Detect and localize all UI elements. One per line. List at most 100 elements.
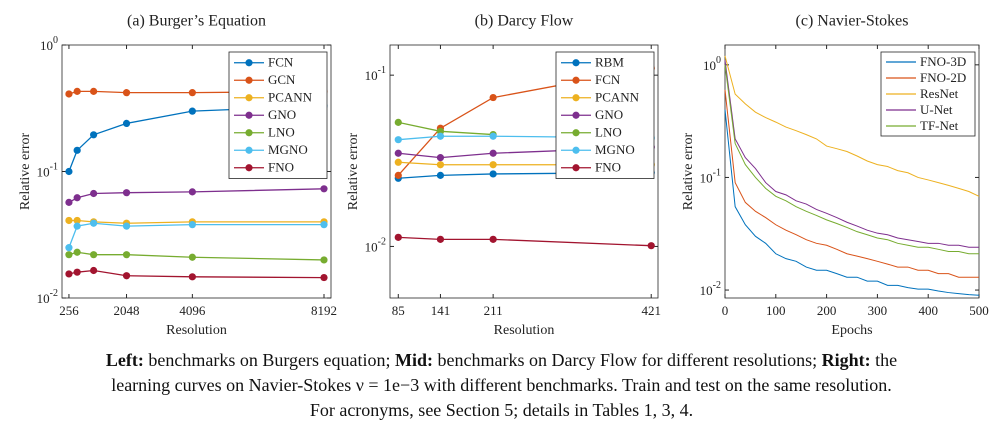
legend-label: LNO [595, 125, 622, 140]
marker [394, 118, 402, 126]
marker [73, 248, 81, 256]
marker [188, 221, 196, 229]
legend-marker [245, 76, 253, 84]
marker [394, 233, 402, 241]
x-tick-label: 4096 [179, 303, 206, 318]
marker [73, 146, 81, 154]
legend-label: FNO [268, 160, 294, 175]
caption-text: benchmarks on Darcy Flow for different r… [433, 350, 822, 370]
marker [394, 149, 402, 157]
marker [188, 188, 196, 196]
marker [436, 161, 445, 169]
marker [436, 154, 445, 162]
series-line [724, 55, 980, 197]
marker [90, 189, 98, 198]
caption-text: Mid: [395, 350, 434, 370]
marker [320, 256, 328, 264]
marker [90, 219, 98, 227]
legend-marker [245, 59, 253, 67]
figure: (a) Burger’s Equation Resolution Relative … [18, 13, 989, 339]
caption-line: For acronyms, see Section 5; details in … [0, 398, 1003, 423]
legend-label: GNO [268, 107, 296, 122]
marker [320, 185, 328, 193]
marker [489, 132, 497, 140]
x-tick-label: 421 [641, 303, 661, 318]
legend-marker [245, 164, 253, 172]
y-tick-label: 100 [703, 55, 721, 73]
marker [188, 89, 196, 97]
legend-label: ResNet [920, 86, 959, 101]
legend-marker [245, 129, 253, 137]
x-tick-label: 400 [918, 303, 938, 318]
marker [188, 107, 196, 115]
marker [65, 244, 73, 252]
marker [90, 87, 98, 95]
series-line [724, 60, 979, 248]
legend-label: TF-Net [920, 118, 959, 133]
x-tick-label: 500 [969, 303, 989, 318]
x-tick-label: 100 [766, 303, 786, 318]
marker [489, 235, 497, 243]
marker [73, 87, 81, 95]
legend-marker [245, 94, 253, 102]
marker [65, 216, 73, 225]
legend-label: PCANN [595, 90, 640, 105]
marker [188, 273, 196, 281]
marker [320, 221, 328, 229]
legend-marker [572, 76, 580, 84]
chart-title: (a) Burger’s Equation [127, 13, 266, 30]
legend-label: MGNO [595, 142, 635, 157]
legend-label: GCN [268, 72, 296, 87]
legend-label: FCN [268, 55, 294, 70]
legend-label: MGNO [268, 142, 308, 157]
legend-label: U-Net [920, 102, 953, 117]
y-tick-label: 10-2 [700, 280, 721, 298]
marker [73, 268, 81, 276]
legend-label: FNO-2D [920, 70, 966, 85]
x-tick-label: 141 [431, 303, 451, 318]
x-tick-label: 85 [392, 303, 405, 318]
legend-marker [572, 59, 580, 67]
marker [489, 170, 497, 178]
y-tick-label: 10-1 [365, 65, 386, 83]
legend-marker [572, 129, 580, 137]
marker [65, 198, 73, 206]
caption-text: For acronyms, see Section 5; details in … [309, 400, 694, 420]
marker [436, 132, 445, 140]
y-tick-label: 10-1 [700, 168, 721, 186]
marker [65, 251, 73, 259]
caption-text: the [870, 350, 898, 370]
legend-marker [245, 146, 253, 154]
series-line [724, 64, 979, 255]
marker [436, 235, 445, 243]
marker [90, 131, 98, 139]
legend-label: FNO-3D [920, 54, 966, 69]
marker [394, 158, 402, 166]
legend-marker [572, 111, 580, 119]
marker [73, 216, 81, 225]
legend-marker [572, 146, 580, 154]
series-line [724, 109, 980, 296]
caption: Left: benchmarks on Burgers equation; Mi… [0, 348, 1003, 423]
marker [320, 273, 328, 282]
y-axis-label: Relative error [346, 132, 361, 210]
y-tick-label: 10-2 [365, 237, 386, 255]
legend-label: FNO [595, 160, 621, 175]
marker [122, 272, 131, 280]
x-tick-label: 211 [484, 303, 503, 318]
caption-line: Left: benchmarks on Burgers equation; Mi… [0, 348, 1003, 373]
marker [489, 93, 497, 102]
marker [65, 270, 73, 278]
series-line [68, 222, 324, 248]
marker [73, 222, 81, 230]
marker [90, 266, 98, 275]
x-tick-label: 200 [817, 303, 837, 318]
caption-text: benchmarks on Burgers equation; [143, 350, 396, 370]
marker [122, 222, 131, 230]
x-tick-label: 8192 [311, 303, 337, 318]
marker [647, 242, 655, 250]
legend-marker [572, 94, 580, 102]
y-axis-label: Relative error [18, 132, 33, 210]
caption-text: Left: [105, 350, 144, 370]
